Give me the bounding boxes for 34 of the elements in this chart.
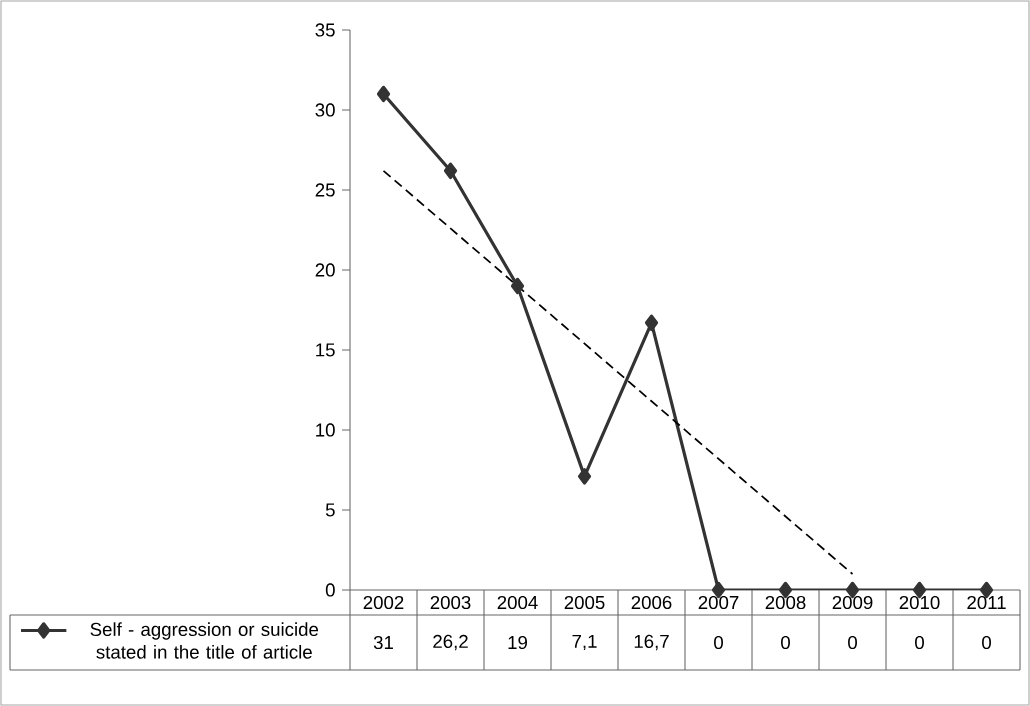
point	[443, 162, 458, 180]
data-label: 0	[714, 635, 723, 650]
y-tick-label: 25	[315, 183, 335, 197]
x-tick-label: 2011	[967, 595, 1006, 610]
x-tick-label: 2010	[899, 595, 940, 610]
point	[577, 468, 592, 485]
point	[510, 277, 525, 295]
y-tick-label: 30	[315, 103, 335, 117]
x-tick-label: 2003	[430, 595, 471, 610]
y-tick-label: 0	[325, 583, 335, 597]
data-label: 19	[508, 635, 527, 650]
point	[376, 85, 391, 103]
data-label: 16,7	[634, 634, 669, 651]
x-tick-label: 2005	[564, 595, 605, 610]
y-tick-label: 10	[316, 423, 335, 437]
x-tick-label: 2002	[363, 595, 404, 610]
y-tick-label: 35	[315, 23, 335, 37]
data-label: 7,1	[572, 634, 597, 651]
x-tick-label: 2008	[765, 595, 806, 610]
y-tick-label: 20	[315, 263, 335, 277]
x-tick-label: 2006	[631, 595, 672, 610]
x-tick-label: 2004	[497, 595, 538, 610]
data-label: 0	[848, 635, 857, 650]
x-tick-label: 2009	[832, 595, 873, 610]
data-label: 0	[781, 635, 790, 650]
data-label: 0	[915, 635, 924, 650]
data-label: 0	[982, 635, 991, 650]
data-label: 26,2	[433, 634, 468, 651]
y-tick-label: 15	[316, 343, 335, 357]
point	[644, 314, 659, 332]
x-tick-label: 2007	[698, 595, 739, 610]
legend-label: Self - aggression or suicide stated in the title of article	[90, 622, 319, 659]
data-label: 31	[373, 635, 393, 650]
y-tick-label: 5	[325, 503, 335, 517]
